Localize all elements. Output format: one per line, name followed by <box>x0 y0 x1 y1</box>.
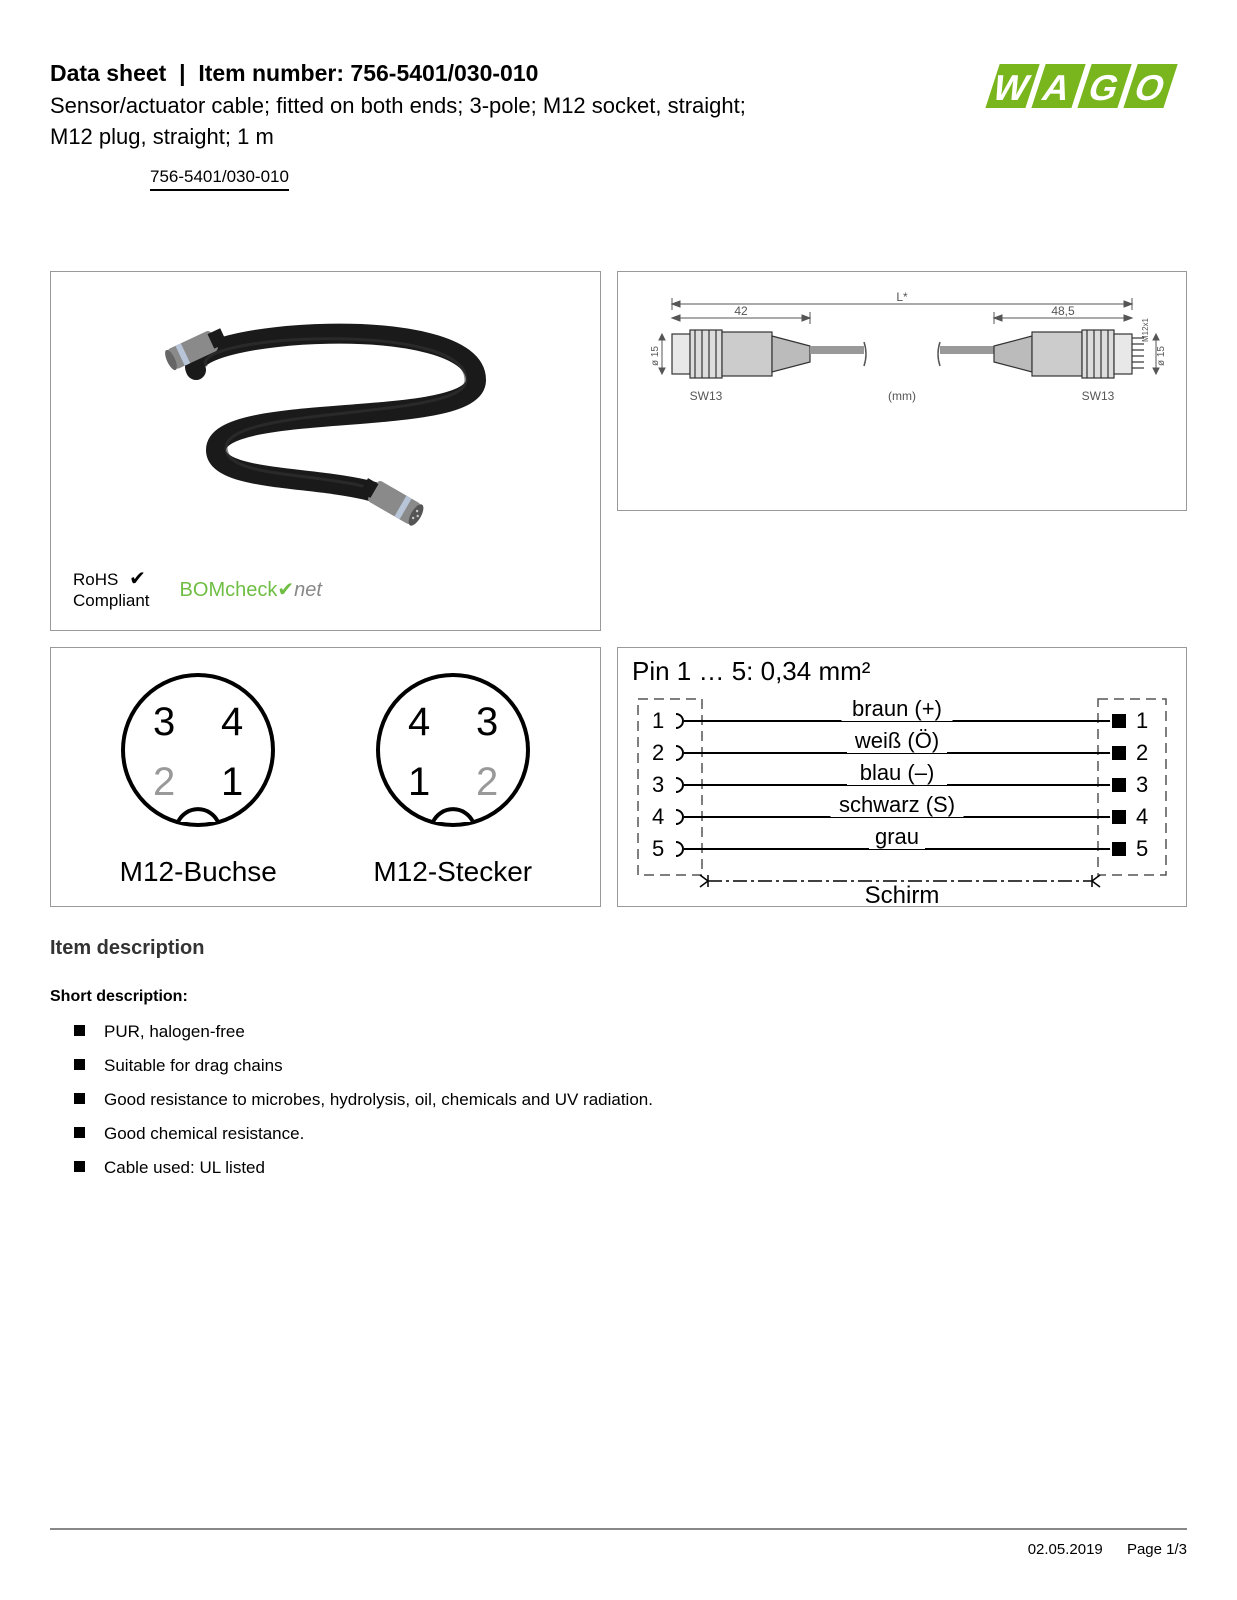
bom-check-icon: ✔ <box>277 579 294 601</box>
bullet-item: Suitable for drag chains <box>74 1056 1187 1076</box>
plug-pin-bl: 1 <box>408 760 430 804</box>
plug-pin-tl: 4 <box>408 700 430 744</box>
plug-diagram: 4 3 1 2 <box>358 665 548 845</box>
plug-pin-br: 2 <box>476 760 498 804</box>
wiring-label: schwarz (S) <box>839 792 955 817</box>
socket-pin-br: 1 <box>221 760 243 804</box>
socket-block: 3 4 2 1 M12-Buchse <box>103 665 293 888</box>
rohs-badge: RoHS ✔ Compliant <box>73 567 150 611</box>
wiring-pin-right: 5 <box>1136 836 1148 861</box>
socket-diagram: 3 4 2 1 <box>103 665 293 845</box>
dim-48: 48,5 <box>1051 304 1075 318</box>
socket-pin-tr: 4 <box>221 700 243 744</box>
socket-pin-tl: 3 <box>153 700 175 744</box>
product-photo-panel: RoHS ✔ Compliant BOMcheck✔net <box>50 271 601 631</box>
datasheet-label: Data sheet <box>50 60 166 86</box>
bullet-item: Cable used: UL listed <box>74 1158 1187 1178</box>
wiring-title: Pin 1 … 5: 0,34 mm² <box>632 656 1172 687</box>
pinout-panel: 3 4 2 1 M12-Buchse 4 3 1 2 M12-Stecker <box>50 647 601 907</box>
check-icon: ✔ <box>129 568 146 590</box>
wiring-pin-left: 1 <box>652 708 664 733</box>
short-desc-label: Short description: <box>50 988 1187 1006</box>
item-label: Item number: <box>198 60 344 86</box>
bomcheck-badge: BOMcheck✔net <box>180 577 322 602</box>
dia-right: ø 15 <box>1156 345 1167 365</box>
wiring-pin-left: 3 <box>652 772 664 797</box>
wiring-pin-right: 3 <box>1136 772 1148 797</box>
plug-label: M12-Stecker <box>358 856 548 888</box>
footer-date: 02.05.2019 <box>1028 1541 1103 1558</box>
sw-right: SW13 <box>1082 389 1115 403</box>
header-text-block: Data sheet | Item number: 756-5401/030-0… <box>50 60 947 191</box>
bom-mid: check <box>225 579 277 601</box>
item-link[interactable]: 756-5401/030-010 <box>150 167 289 191</box>
wiring-pin-right: 2 <box>1136 740 1148 765</box>
thread-label: M12x1 <box>1141 317 1150 342</box>
description-heading: Item description <box>50 937 1187 960</box>
schirm-label: Schirm <box>865 882 940 907</box>
mm-label: (mm) <box>888 389 916 403</box>
wiring-label: weiß (Ö) <box>854 728 939 753</box>
bullet-item: Good resistance to microbes, hydrolysis,… <box>74 1090 1187 1110</box>
wiring-label: grau <box>875 824 919 849</box>
content-grid: RoHS ✔ Compliant BOMcheck✔net <box>50 271 1187 907</box>
sw-left: SW13 <box>690 389 723 403</box>
tech-drawing-panel: L* 42 48,5 <box>617 271 1187 511</box>
wiring-pin-left: 4 <box>652 804 664 829</box>
wago-logo: W A G O <box>977 60 1187 117</box>
wiring-diagram: 1 braun (+) 1 2 weiß (Ö) 2 3 blau (–) 3 4 schwarz … <box>632 693 1172 907</box>
bullet-item: PUR, halogen-free <box>74 1022 1187 1042</box>
footer-page: Page 1/3 <box>1127 1541 1187 1558</box>
socket-label: M12-Buchse <box>103 856 293 888</box>
plug-block: 4 3 1 2 M12-Stecker <box>358 665 548 888</box>
plug-pin-tr: 3 <box>476 700 498 744</box>
wiring-pin-left: 2 <box>652 740 664 765</box>
description-section: Item description Short description: PUR,… <box>50 937 1187 1178</box>
rohs-text: RoHS <box>73 570 118 589</box>
page-header: Data sheet | Item number: 756-5401/030-0… <box>50 60 1187 191</box>
bom-suffix: net <box>294 579 322 601</box>
wiring-pin-right: 1 <box>1136 708 1148 733</box>
tech-drawing: L* 42 48,5 <box>632 290 1172 430</box>
footer-divider <box>50 1528 1187 1530</box>
wiring-pin-right: 4 <box>1136 804 1148 829</box>
compliant-text: Compliant <box>73 591 150 610</box>
dia-left: ø 15 <box>650 345 661 365</box>
wiring-pin-left: 5 <box>652 836 664 861</box>
bullet-item: Good chemical resistance. <box>74 1124 1187 1144</box>
svg-text:W: W <box>987 68 1034 108</box>
wiring-label: blau (–) <box>860 760 935 785</box>
dim-L: L* <box>896 290 908 304</box>
wiring-panel: Pin 1 … 5: 0,34 mm² 1 braun (+) 1 2 weiß (Ö)… <box>617 647 1187 907</box>
compliance-row: RoHS ✔ Compliant BOMcheck✔net <box>51 549 600 629</box>
title-line: Data sheet | Item number: 756-5401/030-0… <box>50 60 947 87</box>
item-number: 756-5401/030-010 <box>350 60 538 86</box>
subtitle-line1: Sensor/actuator cable; fitted on both en… <box>50 91 947 122</box>
wiring-label: braun (+) <box>852 696 942 721</box>
socket-pin-bl: 2 <box>153 760 175 804</box>
product-photo <box>51 272 600 550</box>
bom-prefix: BOM <box>180 579 226 601</box>
footer-text: 02.05.2019 Page 1/3 <box>1028 1541 1187 1558</box>
dim-42: 42 <box>734 304 748 318</box>
subtitle-line2: M12 plug, straight; 1 m <box>50 122 947 153</box>
bullet-list: PUR, halogen-free Suitable for drag chain… <box>50 1022 1187 1178</box>
